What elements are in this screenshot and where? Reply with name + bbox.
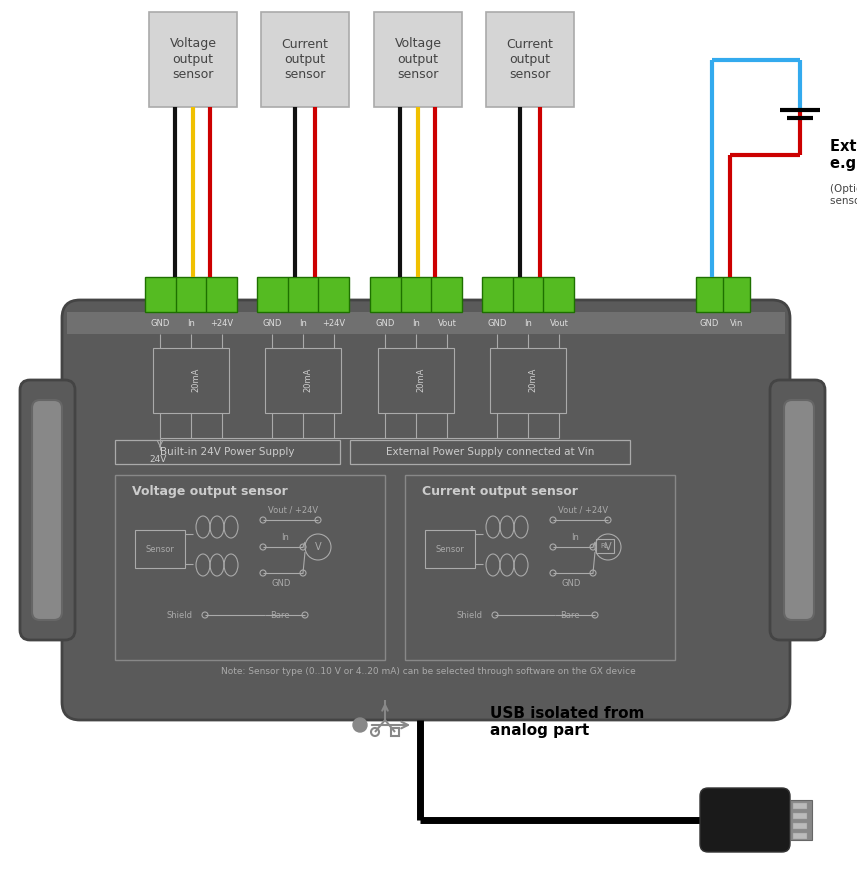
Bar	[793, 823, 807, 829]
Bar	[261, 12, 349, 107]
Bar	[482, 277, 574, 312]
Bar	[596, 539, 614, 553]
Text: Vout: Vout	[549, 319, 568, 328]
Text: In: In	[299, 319, 307, 328]
Bar	[391, 728, 399, 736]
Bar	[115, 440, 340, 464]
Text: 20mA: 20mA	[191, 368, 201, 392]
Text: +24V: +24V	[211, 319, 234, 328]
Text: GND: GND	[262, 319, 282, 328]
FancyBboxPatch shape	[784, 400, 814, 620]
Text: External Power Supply connected at Vin: External Power Supply connected at Vin	[386, 447, 594, 457]
Text: GND: GND	[272, 579, 291, 587]
Bar	[115, 475, 385, 660]
Text: Ext. Supply
e.g. Battery: Ext. Supply e.g. Battery	[830, 139, 857, 171]
Text: Sensor: Sensor	[146, 545, 175, 554]
Text: In: In	[281, 534, 289, 542]
Bar	[696, 277, 750, 312]
Text: Shield: Shield	[167, 611, 193, 620]
Text: Shield: Shield	[457, 611, 483, 620]
Text: Current
output
sensor: Current output sensor	[506, 37, 554, 81]
Bar	[135, 530, 185, 568]
Text: (Option for powering
sensors on channels 3 & 4): (Option for powering sensors on channels…	[830, 184, 857, 206]
Text: V: V	[315, 542, 321, 552]
Bar	[374, 12, 462, 107]
Circle shape	[353, 718, 367, 732]
Text: Note: Sensor type (0..10 V or 4..20 mA) can be selected through software on the : Note: Sensor type (0..10 V or 4..20 mA) …	[220, 667, 635, 676]
Bar	[405, 475, 675, 660]
Text: GND: GND	[561, 579, 581, 587]
Text: Voltage
output
sensor: Voltage output sensor	[170, 37, 217, 81]
Text: Vout: Vout	[438, 319, 457, 328]
Text: +24V: +24V	[322, 319, 345, 328]
Bar	[793, 833, 807, 839]
Text: 20mA: 20mA	[303, 368, 313, 392]
Text: GND: GND	[699, 319, 719, 328]
FancyBboxPatch shape	[20, 380, 75, 640]
FancyBboxPatch shape	[62, 300, 790, 720]
Text: GND: GND	[488, 319, 506, 328]
Text: Sensor: Sensor	[435, 545, 464, 554]
Text: GND: GND	[150, 319, 170, 328]
Bar	[350, 440, 630, 464]
Bar	[145, 277, 237, 312]
Bar	[149, 12, 237, 107]
Text: Vout / +24V: Vout / +24V	[268, 506, 318, 514]
Text: 20mA: 20mA	[529, 368, 537, 392]
Text: V: V	[605, 542, 611, 552]
Bar	[793, 803, 807, 809]
Text: Bare: Bare	[560, 611, 580, 620]
Bar	[425, 530, 475, 568]
Bar	[793, 813, 807, 819]
Text: GND: GND	[375, 319, 395, 328]
Bar	[790, 800, 812, 840]
Text: USB isolated from
analog part: USB isolated from analog part	[490, 706, 644, 739]
FancyBboxPatch shape	[32, 400, 62, 620]
Text: 20mA: 20mA	[417, 368, 425, 392]
Bar	[153, 348, 229, 413]
FancyBboxPatch shape	[770, 380, 825, 640]
Text: Vin: Vin	[730, 319, 744, 328]
Bar	[67, 312, 785, 334]
Bar	[265, 348, 341, 413]
Bar	[486, 12, 574, 107]
Bar	[490, 348, 566, 413]
Text: In: In	[412, 319, 420, 328]
Text: In: In	[187, 319, 195, 328]
Text: Voltage
output
sensor: Voltage output sensor	[394, 37, 441, 81]
Text: Current output sensor: Current output sensor	[422, 485, 578, 497]
FancyBboxPatch shape	[700, 788, 790, 852]
Text: Vout / +24V: Vout / +24V	[558, 506, 608, 514]
Text: RL: RL	[601, 543, 609, 549]
Text: In: In	[524, 319, 532, 328]
Text: 24V: 24V	[149, 455, 167, 465]
Text: Bare: Bare	[270, 611, 290, 620]
Bar	[257, 277, 349, 312]
Text: Built-in 24V Power Supply: Built-in 24V Power Supply	[159, 447, 294, 457]
Bar	[378, 348, 454, 413]
Text: Current
output
sensor: Current output sensor	[282, 37, 328, 81]
Bar	[370, 277, 462, 312]
Text: In: In	[571, 534, 579, 542]
Text: Voltage output sensor: Voltage output sensor	[132, 485, 288, 497]
